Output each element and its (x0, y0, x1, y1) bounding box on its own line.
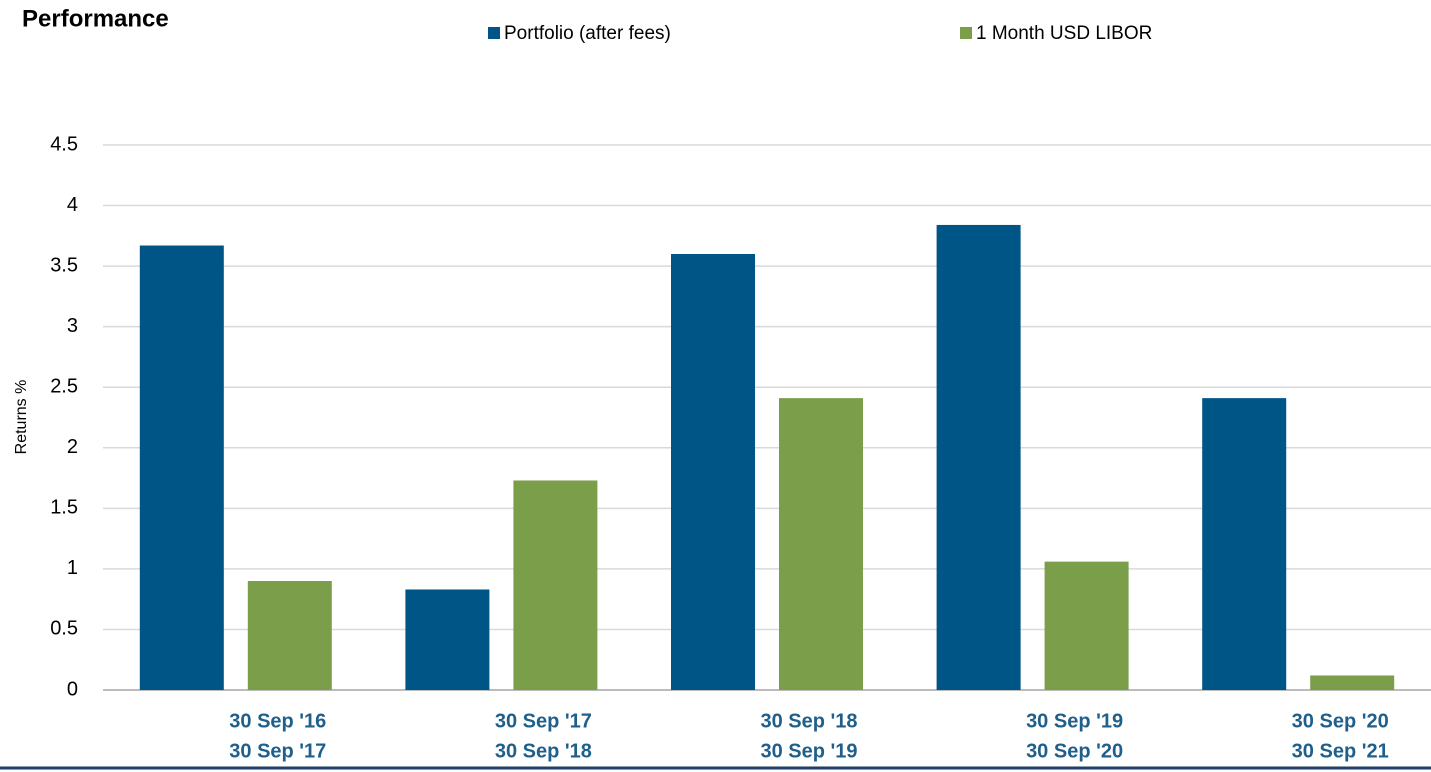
bar (139, 245, 224, 690)
y-tick-label: 1 (67, 557, 78, 579)
x-tick-label: 30 Sep '19 (1026, 710, 1123, 732)
bar (405, 589, 490, 690)
x-tick-label: 30 Sep '18 (760, 710, 857, 732)
bar (1202, 398, 1287, 690)
y-axis-label: Returns % (13, 380, 30, 455)
legend-swatch (488, 27, 500, 39)
x-tick-label: 30 Sep '20 (1292, 710, 1389, 732)
x-tick-label: 30 Sep '17 (495, 710, 592, 732)
y-tick-label: 1.5 (50, 497, 78, 519)
legend-label: 1 Month USD LIBOR (976, 23, 1152, 44)
bar (513, 480, 598, 690)
x-tick-label: 30 Sep '20 (1026, 740, 1123, 762)
x-tick-label: 30 Sep '16 (229, 710, 326, 732)
x-tick-label: 30 Sep '21 (1292, 740, 1389, 762)
y-tick-label: 4 (67, 194, 78, 216)
chart-title: Performance (22, 5, 169, 32)
y-tick-label: 2 (67, 436, 78, 458)
x-tick-label: 30 Sep '18 (495, 740, 592, 762)
x-tick-label: 30 Sep '17 (229, 740, 326, 762)
y-tick-label: 0.5 (50, 618, 78, 640)
y-tick-label: 0 (67, 678, 78, 700)
bar (779, 398, 863, 690)
legend-label: Portfolio (after fees) (504, 23, 671, 44)
bar (247, 581, 332, 690)
bar (936, 224, 1021, 690)
legend-swatch (960, 27, 972, 39)
y-tick-label: 3.5 (50, 254, 78, 276)
y-tick-label: 2.5 (50, 376, 78, 398)
x-tick-label: 30 Sep '19 (760, 740, 857, 762)
bar (1044, 561, 1129, 690)
y-tick-label: 3 (67, 315, 78, 337)
y-tick-label: 4.5 (50, 133, 78, 155)
bar (1310, 675, 1395, 690)
bar (671, 254, 755, 690)
